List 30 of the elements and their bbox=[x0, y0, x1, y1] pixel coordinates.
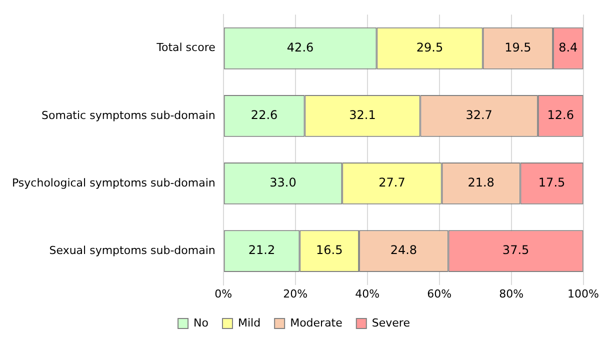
legend-label: No bbox=[194, 316, 209, 330]
data-label: 16.5 bbox=[316, 243, 343, 258]
data-label: 8.4 bbox=[558, 40, 578, 54]
data-label: 29.5 bbox=[416, 40, 444, 54]
data-label: 22.6 bbox=[250, 108, 278, 122]
data-label: 17.5 bbox=[538, 176, 566, 190]
y-tick-label: Psychological symptoms sub-domain bbox=[12, 176, 216, 190]
data-label: 27.7 bbox=[378, 176, 406, 190]
data-label: 24.8 bbox=[390, 243, 418, 258]
data-label: 42.6 bbox=[286, 40, 314, 54]
data-label: 37.5 bbox=[502, 243, 530, 258]
y-tick-label: Total score bbox=[156, 41, 216, 54]
data-label: 32.7 bbox=[466, 108, 492, 122]
data-label: 12.6 bbox=[547, 108, 574, 122]
legend-label: Moderate bbox=[290, 316, 343, 330]
x-tick-label: 80% bbox=[499, 287, 524, 300]
y-tick-label: Somatic symptoms sub-domain bbox=[42, 108, 216, 122]
data-label: 21.2 bbox=[248, 243, 276, 258]
data-label: 21.8 bbox=[468, 176, 494, 190]
x-tick-label: 60% bbox=[427, 287, 452, 300]
data-label: 19.5 bbox=[504, 40, 532, 54]
y-tick-label: Sexual symptoms sub-domain bbox=[49, 244, 216, 257]
x-tick-label: 40% bbox=[355, 287, 380, 300]
legend-label: Mild bbox=[238, 316, 261, 330]
data-label: 32.1 bbox=[349, 108, 376, 122]
legend-label: Severe bbox=[372, 316, 410, 330]
x-tick-label: 100% bbox=[568, 287, 600, 300]
data-label: 33.0 bbox=[270, 176, 296, 190]
x-tick-label: 20% bbox=[283, 287, 308, 300]
x-tick-label: 0% bbox=[214, 287, 232, 300]
